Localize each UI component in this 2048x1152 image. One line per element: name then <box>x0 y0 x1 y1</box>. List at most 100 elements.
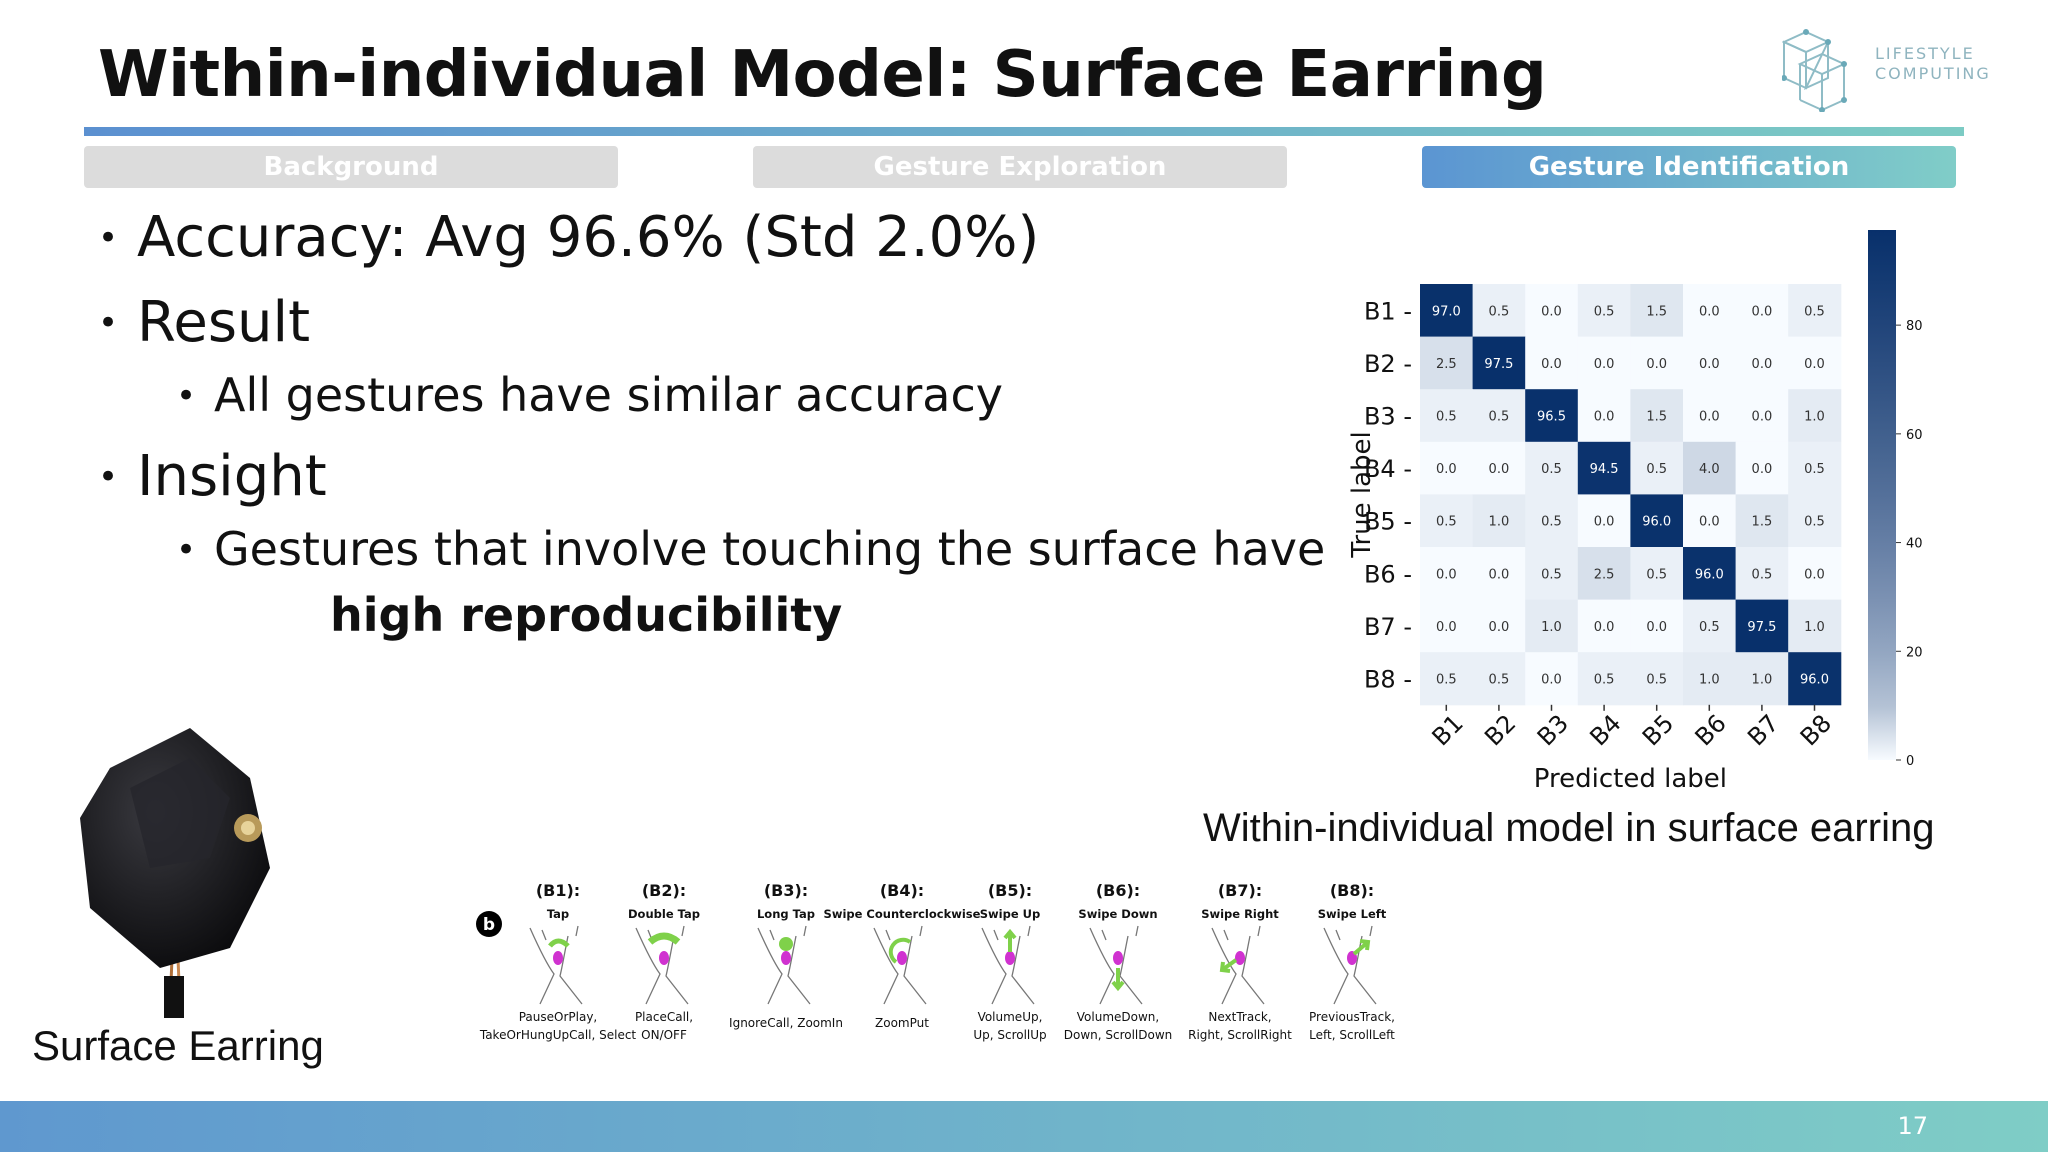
heatmap-cell <box>1577 494 1631 548</box>
cell-value-label: 0.5 <box>1699 620 1720 635</box>
gesture-motion-icon <box>1111 968 1125 992</box>
heatmap-cell <box>1683 284 1737 338</box>
heatmap-cell <box>1788 652 1842 706</box>
cell-value-label: 1.0 <box>1804 410 1825 425</box>
y-tick-label: B4 - <box>1364 455 1412 483</box>
cell-value-label: 96.5 <box>1537 410 1566 425</box>
colorbar-tick-label: 20 <box>1906 645 1923 660</box>
cell-value-label: 0.0 <box>1699 515 1720 530</box>
cell-value-label: 0.5 <box>1646 567 1667 582</box>
gesture-motion-icon <box>1352 939 1371 956</box>
cell-value-label: 0.0 <box>1489 462 1510 477</box>
logo-text: LIFESTYLE COMPUTING <box>1875 44 1991 83</box>
gesture-name: Swipe Left <box>1318 907 1387 921</box>
bullet-result: Result <box>137 290 311 355</box>
cell-value-label: 0.0 <box>1752 357 1773 372</box>
footer-bar <box>0 1101 2048 1152</box>
heatmap-cell <box>1472 336 1526 390</box>
cell-value-label: 1.0 <box>1489 515 1510 530</box>
confusion-matrix-chart: 97.0 0.5 0.0 0.5 1.5 0.0 0.0 0.5 2.5 97.5 0.0 0.0 0.… <box>1347 230 1923 788</box>
heatmap-cell <box>1472 547 1526 601</box>
gesture-code: (B3): <box>764 881 808 900</box>
cell-value-label: 0.5 <box>1436 673 1457 688</box>
gesture-mapping: PreviousTrack, Left, ScrollLeft <box>1309 1010 1395 1042</box>
cell-value-label: 0.0 <box>1646 357 1667 372</box>
heatmap-cell <box>1735 336 1789 390</box>
cell-value-label: 0.0 <box>1541 357 1562 372</box>
heatmap-cell <box>1525 389 1579 443</box>
cell-value-label: 97.5 <box>1484 357 1513 372</box>
heatmap-cell <box>1630 547 1684 601</box>
cell-value-label: 1.5 <box>1646 304 1667 319</box>
cell-value-label: 0.0 <box>1594 515 1615 530</box>
y-tick-label: B8 - <box>1364 666 1412 694</box>
gesture-code: (B5): <box>988 881 1032 900</box>
cell-value-label: 96.0 <box>1800 673 1829 688</box>
gesture-name: Tap <box>547 907 569 921</box>
gesture-code: (B1): <box>536 881 580 900</box>
x-tick-label: B2 <box>1479 709 1521 751</box>
cell-value-label: 94.5 <box>1590 462 1619 477</box>
gesture-mapping: VolumeUp, Up, ScrollUp <box>973 1010 1046 1042</box>
tab-background[interactable]: Background <box>84 146 618 188</box>
heatmap-cell <box>1577 389 1631 443</box>
hand-gesture-icon <box>981 925 1035 1005</box>
heatmap-cell <box>1735 652 1789 706</box>
cell-value-label: 97.5 <box>1747 620 1776 635</box>
gesture-mapping: NextTrack, Right, ScrollRight <box>1188 1010 1292 1042</box>
gesture-mapping: VolumeDown, Down, ScrollDown <box>1064 1010 1173 1042</box>
gesture-mapping: IgnoreCall, ZoomIn <box>729 1016 843 1030</box>
heatmap-cell <box>1420 599 1474 653</box>
heatmap-cell <box>1472 494 1526 548</box>
heatmap-cell <box>1735 389 1789 443</box>
cell-value-label: 0.5 <box>1752 567 1773 582</box>
touch-point-icon <box>1113 951 1123 965</box>
heatmap-cell <box>1735 599 1789 653</box>
y-tick-label: B2 - <box>1364 350 1412 378</box>
device-caption: Surface Earring <box>32 1022 324 1069</box>
cell-value-label: 0.0 <box>1699 304 1720 319</box>
cell-value-label: 0.5 <box>1489 673 1510 688</box>
heatmap-cell <box>1472 652 1526 706</box>
bullet-dot: • <box>176 376 197 416</box>
heatmap-cell <box>1420 441 1474 495</box>
heatmap-cell <box>1630 284 1684 338</box>
hand-gesture-icon <box>873 925 927 1005</box>
cell-value-label: 0.5 <box>1594 673 1615 688</box>
heatmap-cell <box>1525 547 1579 601</box>
y-tick-label: B3 - <box>1364 403 1412 431</box>
gesture-motion-icon <box>888 937 912 964</box>
tab-gesture-identification[interactable]: Gesture Identification <box>1422 146 1956 188</box>
heatmap-cell <box>1630 389 1684 443</box>
cell-value-label: 0.0 <box>1436 567 1457 582</box>
heatmap-cell <box>1420 336 1474 390</box>
touch-point-icon <box>1235 951 1245 965</box>
heatmap-cell <box>1420 652 1474 706</box>
gesture-name: Swipe Counterclockwise <box>824 907 981 921</box>
heatmap-cell <box>1735 547 1789 601</box>
chart-caption: Within-individual model in surface earri… <box>1203 806 1935 850</box>
cell-value-label: 0.5 <box>1594 304 1615 319</box>
slide-title: Within-individual Model: Surface Earring <box>98 38 1547 112</box>
bullet-accuracy: Accuracy: Avg 96.6% (Std 2.0%) <box>137 205 1040 270</box>
heatmap-cell <box>1788 389 1842 443</box>
touch-point-icon <box>781 951 791 965</box>
cell-value-label: 96.0 <box>1642 515 1671 530</box>
hand-gesture-icon <box>1089 925 1143 1005</box>
cell-value-label: 0.0 <box>1541 673 1562 688</box>
cell-value-label: 0.0 <box>1752 462 1773 477</box>
tab-gesture-exploration[interactable]: Gesture Exploration <box>753 146 1287 188</box>
cell-value-label: 0.0 <box>1646 620 1667 635</box>
cell-value-label: 0.5 <box>1541 462 1562 477</box>
heatmap-cell <box>1577 284 1631 338</box>
cell-value-label: 0.0 <box>1594 620 1615 635</box>
cell-value-label: 0.0 <box>1436 462 1457 477</box>
heatmap-cell <box>1683 336 1737 390</box>
cell-value-label: 0.5 <box>1541 567 1562 582</box>
y-tick-label: B1 - <box>1364 297 1412 325</box>
cell-value-label: 1.0 <box>1699 673 1720 688</box>
panel-marker <box>476 911 502 937</box>
gesture-code: (B8): <box>1330 881 1374 900</box>
page-number: 17 <box>1897 1112 1928 1140</box>
colorbar-tick-label: 60 <box>1906 428 1923 443</box>
